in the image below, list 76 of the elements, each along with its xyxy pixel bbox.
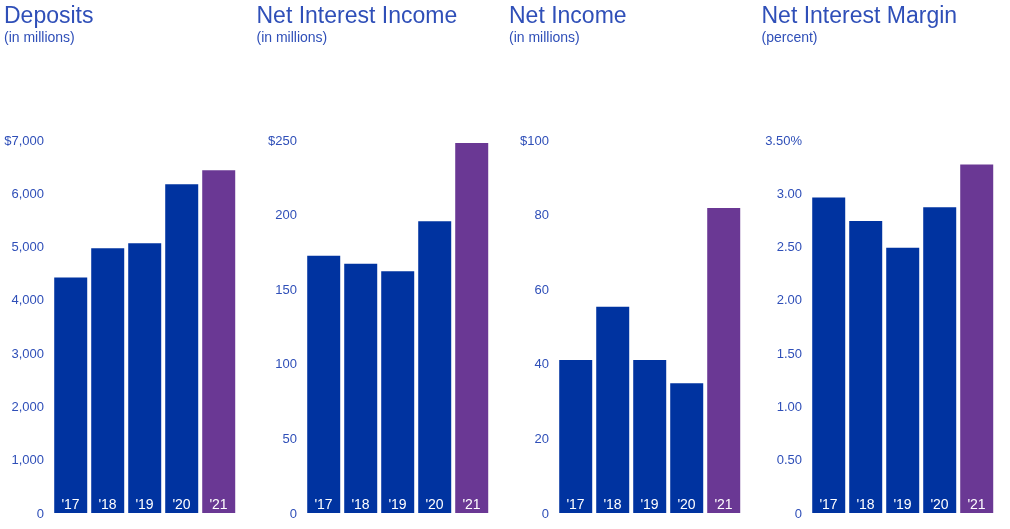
y-tick-label: $100 [520,132,549,148]
y-tick-label: 40 [534,356,549,372]
y-tick-label: 0 [36,505,44,521]
bar [848,220,882,513]
y-tick-label: 0 [794,505,802,521]
bar [811,197,845,513]
y-tick-label: 200 [274,207,297,223]
x-tick-label: '19 [387,496,407,512]
bar [417,221,451,513]
bar [707,207,741,513]
x-tick-label: '20 [929,496,949,512]
x-tick-label: '20 [677,496,696,512]
x-tick-label: '21 [966,496,986,512]
y-tick-label: 0 [289,505,297,521]
bar [670,383,704,513]
chart-title: Net Income [509,2,627,29]
bar [922,207,956,513]
bar [202,170,236,513]
x-tick-label: '21 [461,496,481,512]
bar [380,271,414,513]
chart-title: Net Interest Margin [761,2,958,29]
y-tick-label: 2.00 [776,292,802,308]
chart-title: Net Interest Income [256,2,458,29]
y-tick-label: 1.50 [776,345,802,361]
chart-subtitle: (percent) [761,29,819,45]
chart-subtitle: (in millions) [509,29,581,45]
x-tick-label: '21 [209,496,228,512]
y-tick-label: 150 [274,281,297,297]
x-tick-label: '19 [640,496,659,512]
chart-subtitle: (in millions) [256,29,329,45]
chart-title: Deposits [4,2,94,29]
x-tick-label: '18 [855,496,875,512]
x-tick-label: '17 [313,496,333,512]
y-tick-label: 1,000 [11,452,44,468]
x-tick-label: '19 [892,496,912,512]
x-tick-label: '19 [135,496,154,512]
x-tick-label: '20 [424,496,444,512]
chart-subtitle: (in millions) [4,29,76,45]
bar [54,277,88,513]
x-tick-label: '17 [818,496,838,512]
y-tick-label: $7,000 [4,132,44,148]
x-tick-label: '21 [714,496,733,512]
x-tick-label: '18 [603,496,622,512]
y-tick-label: 0.50 [776,452,802,468]
bar [343,263,377,513]
y-tick-label: 2,000 [11,399,44,415]
bar [306,255,340,513]
y-tick-label: 3.00 [776,185,802,201]
bar [633,360,667,513]
bar [959,164,993,513]
y-tick-label: 50 [282,431,297,447]
bar [559,360,593,513]
y-tick-label: 80 [534,207,549,223]
bar [454,142,488,513]
x-tick-label: '17 [61,496,80,512]
y-tick-label: 4,000 [11,292,44,308]
y-tick-label: 6,000 [11,185,44,201]
bar [885,247,919,513]
y-tick-label: 2.50 [776,239,802,255]
y-tick-label: 1.00 [776,399,802,415]
x-tick-label: '18 [98,496,117,512]
y-tick-label: 60 [534,281,549,297]
y-tick-label: 100 [274,356,297,372]
y-tick-label: $250 [267,132,297,148]
y-tick-label: 20 [534,431,549,447]
x-tick-label: '17 [566,496,585,512]
bar [128,243,162,513]
x-tick-label: '18 [350,496,370,512]
bar [596,306,630,513]
y-tick-label: 5,000 [11,239,44,255]
bar [165,184,199,513]
y-tick-label: 3,000 [11,345,44,361]
y-tick-label: 3.50% [764,132,802,148]
y-tick-label: 0 [541,505,549,521]
bar [91,248,125,513]
x-tick-label: '20 [172,496,191,512]
